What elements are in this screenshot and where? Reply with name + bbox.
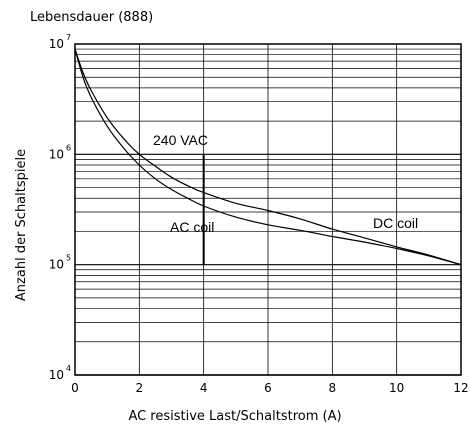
- y-tick-label: 10: [49, 147, 64, 161]
- grid: [74, 44, 462, 376]
- y-tick-exponent: 7: [66, 33, 71, 42]
- annotation-ac-coil: AC coil: [170, 219, 214, 235]
- x-tick-label: 0: [71, 381, 79, 395]
- x-axis-ticks: 0 2 4 6 8 10 12: [71, 381, 468, 395]
- chart-title: Lebensdauer (888): [30, 10, 153, 25]
- x-tick-label: 4: [200, 381, 208, 395]
- series-line-ac-coil: [74, 48, 462, 266]
- y-tick-exponent: 6: [66, 143, 71, 152]
- y-tick-label: 10: [49, 37, 64, 51]
- y-tick-exponent: 4: [66, 364, 71, 373]
- y-tick-label: 10: [49, 368, 64, 382]
- x-tick-label: 10: [389, 381, 404, 395]
- x-tick-label: 2: [136, 381, 144, 395]
- x-tick-label: 6: [264, 381, 272, 395]
- y-tick-exponent: 5: [66, 254, 71, 263]
- plot-frame: [74, 43, 462, 376]
- annotation-dc-coil: DC coil: [373, 215, 418, 231]
- series-line-dc-coil: [74, 48, 462, 266]
- x-axis-label: AC resistive Last/Schaltstrom (A): [128, 409, 341, 424]
- y-axis-label: Anzahl der Schaltspiele: [14, 149, 29, 301]
- annotation-240-vac: 240 VAC: [153, 132, 208, 148]
- y-tick-label: 10: [49, 258, 64, 272]
- x-tick-label: 8: [329, 381, 337, 395]
- x-tick-label: 12: [453, 381, 468, 395]
